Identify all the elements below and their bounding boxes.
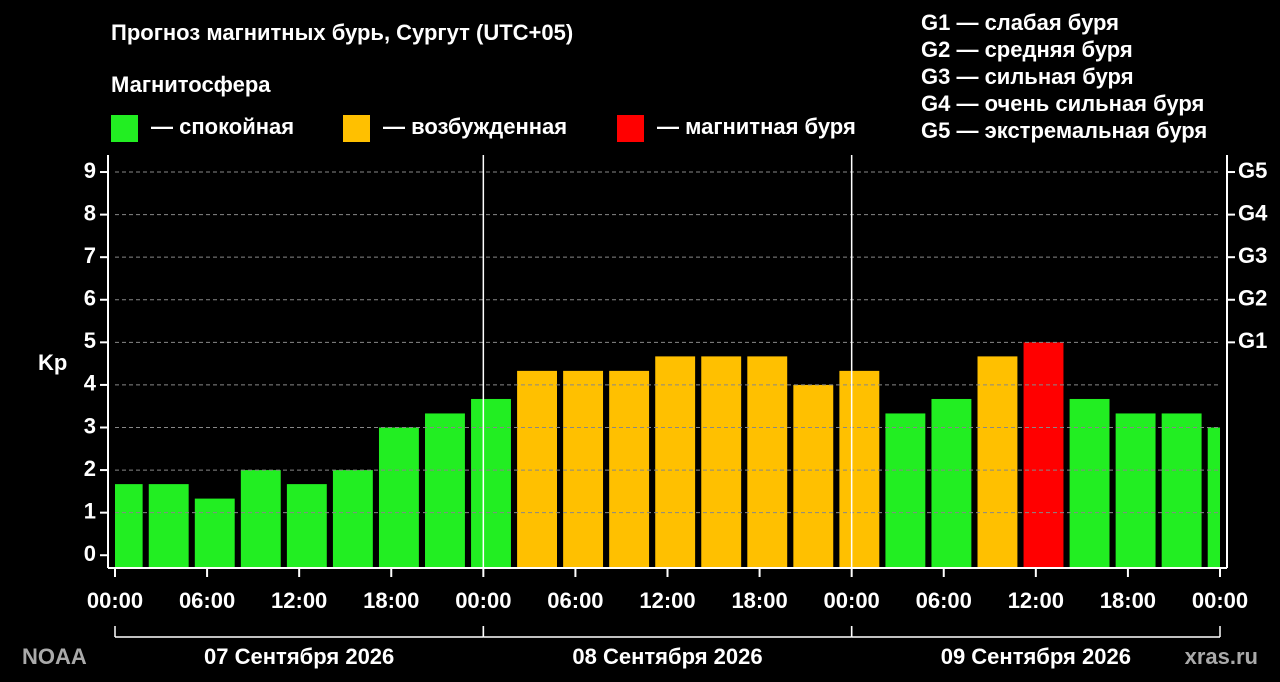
- y-tick-label: 8: [84, 200, 96, 225]
- bar: [747, 356, 788, 568]
- bar: [609, 370, 650, 568]
- day-label: 08 Сентября 2026: [572, 644, 762, 669]
- y2-tick-label: G5: [1238, 158, 1267, 183]
- plot-area: [115, 342, 1220, 568]
- y-tick-label: 1: [84, 498, 96, 523]
- bar: [240, 470, 281, 568]
- x-tick-label: 12:00: [1008, 588, 1064, 613]
- bar: [286, 484, 327, 568]
- y-tick-label: 6: [84, 286, 96, 311]
- x-tick-label: 06:00: [916, 588, 972, 613]
- y-tick-label: 7: [84, 243, 96, 268]
- x-tick-label: 00:00: [1192, 588, 1248, 613]
- x-tick-label: 12:00: [639, 588, 695, 613]
- bar: [1161, 413, 1202, 568]
- bar: [563, 370, 604, 568]
- storm-scale-item: G1 — слабая буря: [921, 10, 1119, 35]
- chart-title: Прогноз магнитных бурь, Сургут (UTC+05): [111, 20, 573, 45]
- day-label: 07 Сентября 2026: [204, 644, 394, 669]
- legend-label: — магнитная буря: [657, 114, 856, 139]
- x-tick-label: 00:00: [455, 588, 511, 613]
- x-tick-label: 06:00: [179, 588, 235, 613]
- storm-scale-item: G5 — экстремальная буря: [921, 118, 1207, 143]
- bar: [885, 413, 926, 568]
- y-tick-label: 0: [84, 541, 96, 566]
- bar: [839, 370, 880, 568]
- x-tick-label: 00:00: [87, 588, 143, 613]
- y-axis-label: Kp: [38, 350, 67, 375]
- legend-swatch: [617, 115, 644, 142]
- bar: [425, 413, 465, 568]
- bar: [655, 356, 696, 568]
- x-tick-label: 18:00: [363, 588, 419, 613]
- y-tick-label: 9: [84, 158, 96, 183]
- x-tick-label: 00:00: [824, 588, 880, 613]
- bar: [1115, 413, 1156, 568]
- bar: [471, 398, 511, 568]
- bar: [115, 484, 143, 568]
- legend-title: Магнитосфера: [111, 72, 271, 97]
- storm-scale-item: G4 — очень сильная буря: [921, 91, 1204, 116]
- storm-scale-item: G3 — сильная буря: [921, 64, 1134, 89]
- y2-tick-label: G3: [1238, 243, 1267, 268]
- bar: [1207, 427, 1220, 568]
- y-tick-label: 3: [84, 413, 96, 438]
- bar: [701, 356, 742, 568]
- source: NOAA: [22, 644, 87, 669]
- bar: [517, 370, 557, 568]
- bar: [977, 356, 1018, 568]
- legend-label: — возбужденная: [383, 114, 567, 139]
- bar: [1023, 342, 1064, 568]
- x-tick-label: 18:00: [731, 588, 787, 613]
- y2-tick-label: G2: [1238, 286, 1267, 311]
- y-tick-label: 4: [84, 371, 97, 396]
- bar: [1069, 398, 1110, 568]
- storm-scale-item: G2 — средняя буря: [921, 37, 1133, 62]
- y2-tick-label: G1: [1238, 328, 1267, 353]
- day-label: 09 Сентября 2026: [941, 644, 1131, 669]
- site: xras.ru: [1185, 644, 1258, 669]
- bar: [148, 484, 189, 568]
- bar: [793, 384, 834, 568]
- legend-swatch: [111, 115, 138, 142]
- bar: [332, 470, 373, 568]
- x-tick-label: 06:00: [547, 588, 603, 613]
- y2-tick-label: G4: [1238, 200, 1268, 225]
- legend-label: — спокойная: [151, 114, 294, 139]
- y-tick-label: 5: [84, 328, 96, 353]
- y-tick-label: 2: [84, 456, 96, 481]
- legend-swatch: [343, 115, 370, 142]
- bar: [931, 398, 972, 568]
- bar: [378, 427, 419, 568]
- x-tick-label: 18:00: [1100, 588, 1156, 613]
- bar: [194, 498, 235, 568]
- x-tick-label: 12:00: [271, 588, 327, 613]
